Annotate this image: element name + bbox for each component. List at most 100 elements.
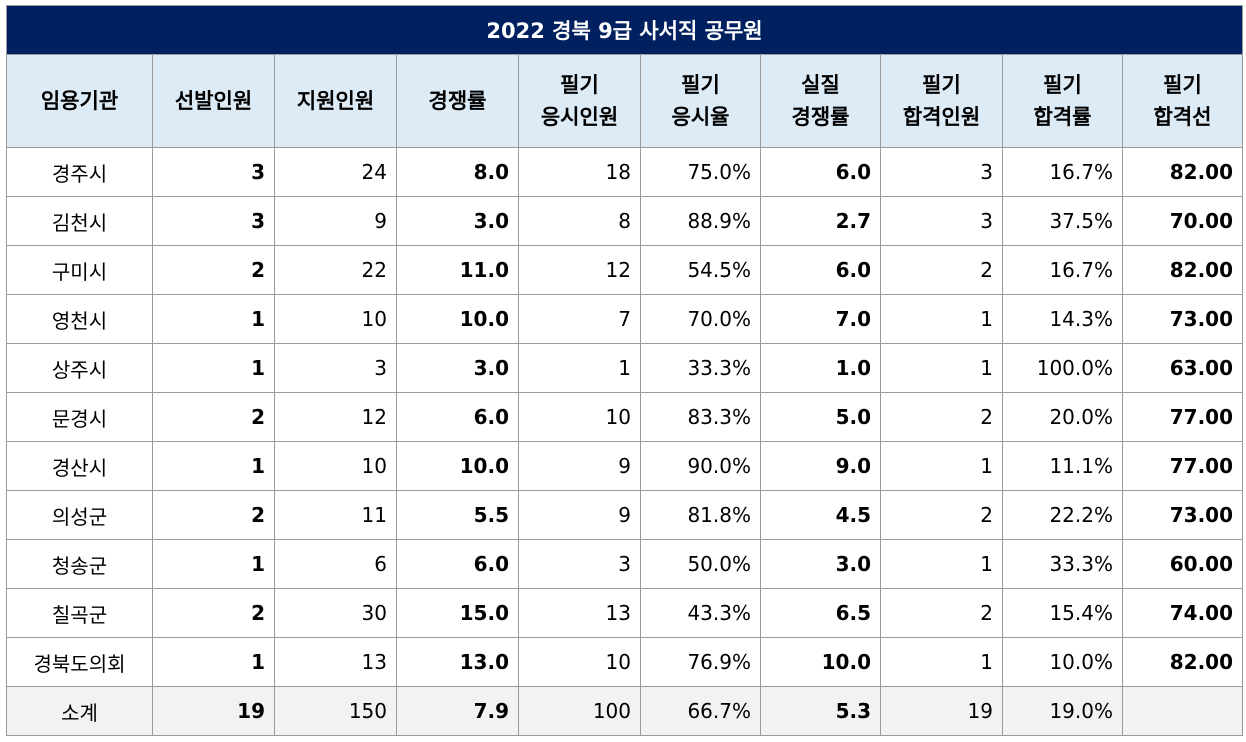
cell-applicants: 3 [274, 343, 397, 393]
cell-pass-rate: 16.7% [1002, 147, 1123, 197]
cell-passers: 1 [880, 343, 1003, 393]
cell-actual-competition: 6.0 [760, 147, 881, 197]
header-line-2: 합격인원 [902, 105, 981, 129]
cell-competition-rate: 11.0 [396, 245, 519, 295]
header-line-2: 합격선 [1153, 105, 1212, 129]
cell-agency: 칠곡군 [6, 588, 153, 638]
cell-selected: 1 [152, 539, 275, 589]
cell-competition-rate: 10.0 [396, 441, 519, 491]
cell-cutoff: 74.00 [1122, 588, 1243, 638]
cell-actual-competition: 6.0 [760, 245, 881, 295]
header-line-2: 합격률 [1033, 105, 1092, 129]
cell-applicants: 6 [274, 539, 397, 589]
cell-cutoff: 77.00 [1122, 441, 1243, 491]
cell-passers: 2 [880, 490, 1003, 540]
cell-agency: 문경시 [6, 392, 153, 442]
cell-agency: 경북도의회 [6, 637, 153, 687]
cell-actual-competition: 3.0 [760, 539, 881, 589]
header-line-1: 실질 [801, 73, 840, 97]
cell-actual-competition: 2.7 [760, 196, 881, 246]
header-line-1: 필기 [922, 73, 961, 97]
cell-passers: 19 [880, 686, 1003, 736]
cell-applicants: 10 [274, 294, 397, 344]
header-line-2: 응시인원 [540, 105, 619, 129]
header-line-2: 경쟁률 [791, 105, 850, 129]
cell-applicants: 10 [274, 441, 397, 491]
cell-exam-rate: 54.5% [640, 245, 761, 295]
cell-exam-rate: 76.9% [640, 637, 761, 687]
cell-exam-takers: 9 [518, 490, 641, 540]
cell-competition-rate: 8.0 [396, 147, 519, 197]
cell-actual-competition: 7.0 [760, 294, 881, 344]
cell-selected: 2 [152, 588, 275, 638]
cell-exam-takers: 9 [518, 441, 641, 491]
cell-exam-takers: 8 [518, 196, 641, 246]
cell-exam-takers: 13 [518, 588, 641, 638]
cell-exam-takers: 12 [518, 245, 641, 295]
cell-selected: 19 [152, 686, 275, 736]
cell-agency: 상주시 [6, 343, 153, 393]
cell-exam-takers: 18 [518, 147, 641, 197]
cell-competition-rate: 7.9 [396, 686, 519, 736]
cell-cutoff: 60.00 [1122, 539, 1243, 589]
cell-exam-rate: 43.3% [640, 588, 761, 638]
header-row: 임용기관 선발인원 지원인원 경쟁률 필기 응시인원 필기 응시율 실질 경쟁률 필기 합격인원 필기 합… [6, 54, 1243, 148]
cell-cutoff: 82.00 [1122, 147, 1243, 197]
header-exam-rate: 필기 응시율 [640, 54, 761, 148]
cell-passers: 1 [880, 539, 1003, 589]
cell-applicants: 12 [274, 392, 397, 442]
cell-pass-rate: 19.0% [1002, 686, 1123, 736]
cell-competition-rate: 6.0 [396, 539, 519, 589]
cell-cutoff: 73.00 [1122, 294, 1243, 344]
cell-agency: 김천시 [6, 196, 153, 246]
table-row: 의성군 2 11 5.5 9 81.8% 4.5 2 22.2% 73.00 [6, 490, 1243, 540]
cell-agency: 의성군 [6, 490, 153, 540]
table-row: 청송군 1 6 6.0 3 50.0% 3.0 1 33.3% 60.00 [6, 539, 1243, 589]
table-row: 경북도의회 1 13 13.0 10 76.9% 10.0 1 10.0% 82.00 [6, 637, 1243, 687]
total-row: 소계 19 150 7.9 100 66.7% 5.3 19 19.0% [6, 686, 1243, 736]
cell-applicants: 150 [274, 686, 397, 736]
cell-cutoff: 82.00 [1122, 637, 1243, 687]
header-line-1: 지원인원 [296, 89, 375, 113]
cell-actual-competition: 5.3 [760, 686, 881, 736]
cell-exam-takers: 7 [518, 294, 641, 344]
cell-actual-competition: 4.5 [760, 490, 881, 540]
cell-applicants: 30 [274, 588, 397, 638]
cell-applicants: 11 [274, 490, 397, 540]
cell-exam-takers: 10 [518, 637, 641, 687]
table-row: 문경시 2 12 6.0 10 83.3% 5.0 2 20.0% 77.00 [6, 392, 1243, 442]
cell-competition-rate: 15.0 [396, 588, 519, 638]
cell-pass-rate: 22.2% [1002, 490, 1123, 540]
cell-selected: 3 [152, 147, 275, 197]
cell-applicants: 9 [274, 196, 397, 246]
cell-selected: 2 [152, 245, 275, 295]
header-applicants: 지원인원 [274, 54, 397, 148]
cell-actual-competition: 9.0 [760, 441, 881, 491]
table-row: 상주시 1 3 3.0 1 33.3% 1.0 1 100.0% 63.00 [6, 343, 1243, 393]
cell-cutoff: 63.00 [1122, 343, 1243, 393]
table-row: 김천시 3 9 3.0 8 88.9% 2.7 3 37.5% 70.00 [6, 196, 1243, 246]
cell-selected: 1 [152, 343, 275, 393]
cell-agency: 구미시 [6, 245, 153, 295]
cell-competition-rate: 10.0 [396, 294, 519, 344]
cell-exam-takers: 100 [518, 686, 641, 736]
header-line-1: 필기 [560, 73, 599, 97]
header-line-1: 필기 [681, 73, 720, 97]
header-pass-rate: 필기 합격률 [1002, 54, 1123, 148]
header-line-1: 경쟁률 [428, 89, 487, 113]
cell-passers: 2 [880, 245, 1003, 295]
cell-passers: 1 [880, 441, 1003, 491]
cell-agency: 청송군 [6, 539, 153, 589]
header-selected: 선발인원 [152, 54, 275, 148]
table-row: 경주시 3 24 8.0 18 75.0% 6.0 3 16.7% 82.00 [6, 147, 1243, 197]
cell-passers: 3 [880, 147, 1003, 197]
cell-applicants: 13 [274, 637, 397, 687]
header-line-1: 필기 [1163, 73, 1202, 97]
table-row: 경산시 1 10 10.0 9 90.0% 9.0 1 11.1% 77.00 [6, 441, 1243, 491]
cell-exam-rate: 75.0% [640, 147, 761, 197]
cell-selected: 1 [152, 637, 275, 687]
cell-passers: 2 [880, 392, 1003, 442]
